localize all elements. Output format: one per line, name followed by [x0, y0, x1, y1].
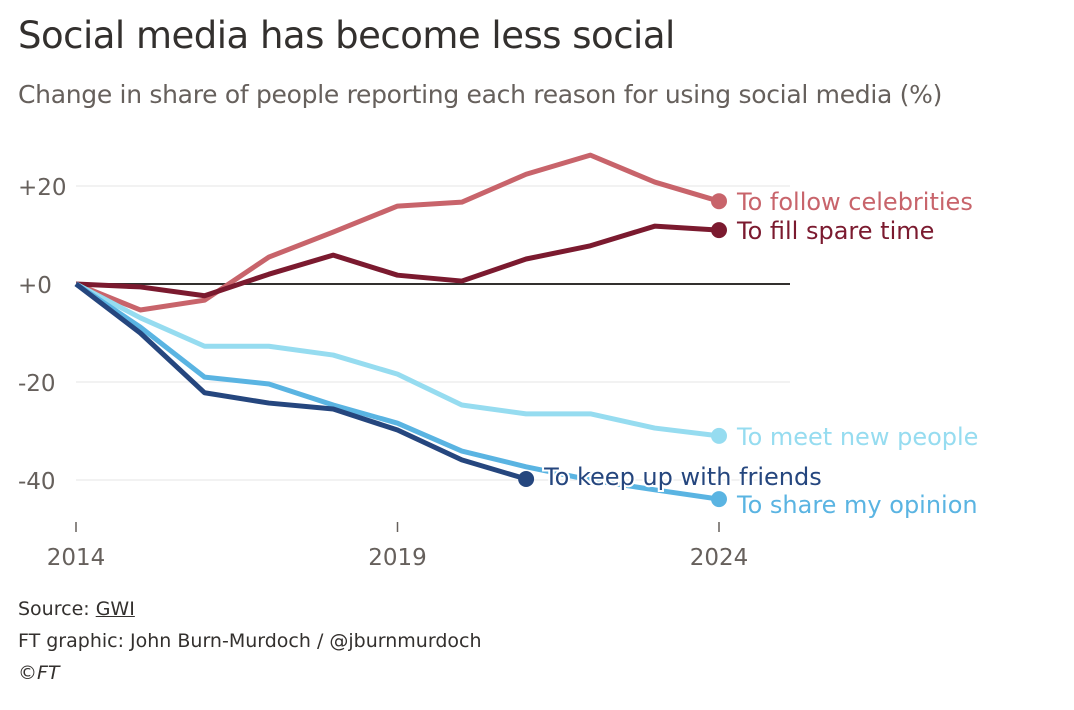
series-line	[74, 282, 527, 482]
source-line: Source: GWI	[18, 598, 135, 620]
series-endpoint	[711, 427, 727, 444]
credit: FT graphic: John Burn-Murdoch / @jburnmu…	[18, 630, 482, 652]
series-label: To share my opinion	[736, 491, 978, 519]
series-endpoint	[711, 193, 727, 210]
source-link[interactable]: GWI	[95, 598, 135, 620]
y-tick-label: -40	[18, 469, 56, 495]
series-label: To keep up with friends	[543, 463, 822, 491]
series-line	[74, 281, 720, 439]
copyright: ©FT	[18, 662, 60, 684]
y-tick-label: +20	[18, 175, 67, 201]
x-tick-label: 2024	[690, 545, 749, 571]
y-tick-label: +0	[18, 273, 52, 299]
series-line	[74, 281, 720, 502]
series-label: To fill spare time	[736, 217, 934, 245]
x-tick-label: 2014	[47, 545, 106, 571]
chart-title: Social media has become less social	[18, 14, 675, 57]
line-chart: +20 +0 -20 -40 2014 2019 2024 To follow celebri…	[18, 152, 980, 571]
series-label: To follow celebrities	[736, 188, 973, 216]
source-prefix: Source:	[18, 598, 96, 620]
x-tick-label: 2019	[368, 545, 427, 571]
y-tick-label: -20	[18, 371, 56, 397]
chart-subtitle: Change in share of people reporting each…	[18, 80, 943, 109]
series-line	[75, 223, 720, 299]
series-endpoint	[711, 222, 727, 239]
series-endpoint	[711, 491, 727, 508]
series-endpoint	[518, 471, 535, 488]
series-line	[75, 152, 720, 313]
series-label: To meet new people	[736, 423, 978, 451]
